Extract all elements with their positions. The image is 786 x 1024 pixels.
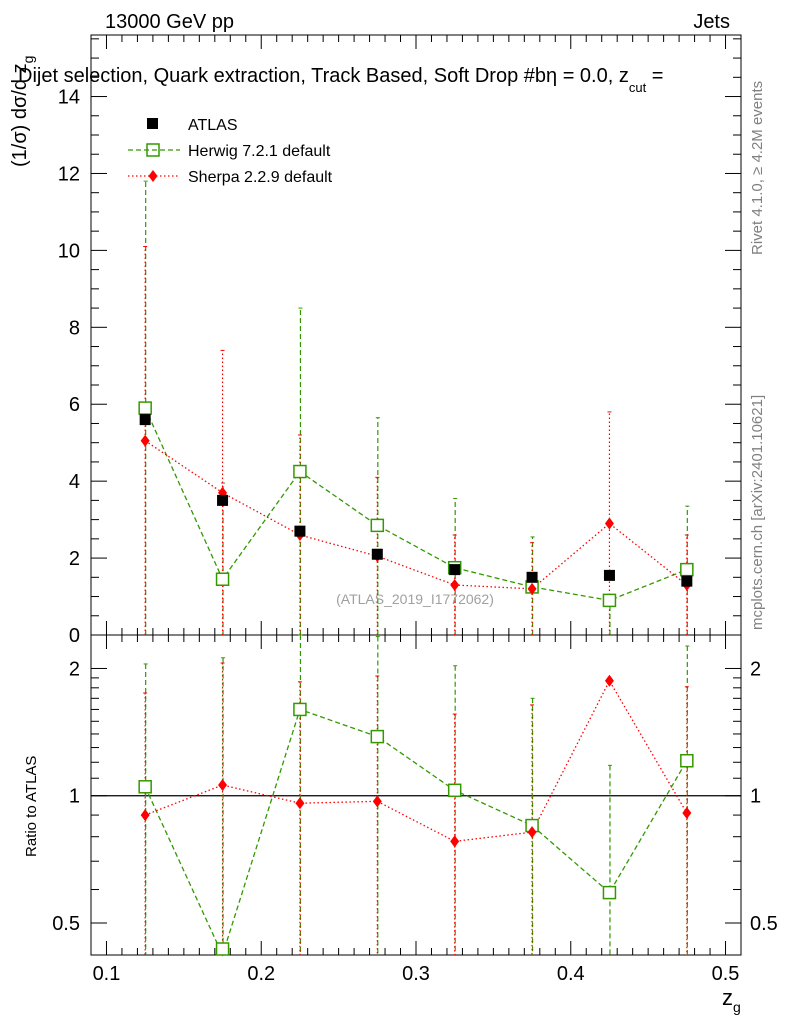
sherpa-ratio-point (295, 797, 305, 810)
ratio-y-tick-label: 1 (69, 786, 80, 808)
herwig-ratio-point (293, 702, 307, 717)
atlas-point (371, 548, 383, 560)
plot-title-sub: cut (629, 80, 647, 95)
x-tick-label: 0.4 (557, 963, 585, 985)
y-tick-label: 8 (69, 317, 80, 339)
y-tick-label: 10 (58, 240, 80, 262)
ratio-y-tick-label-right: 0.5 (750, 913, 778, 935)
sherpa-point (604, 517, 614, 530)
sherpa-ratio-point (140, 809, 150, 822)
ratio-frame (90, 634, 742, 956)
main-y-axis-title: (1/σ) dσ/d zg (9, 56, 36, 167)
sherpa-ratio-line (144, 679, 688, 843)
herwig-ratio-point (447, 783, 462, 798)
atlas-point (526, 571, 538, 583)
herwig-point (215, 572, 230, 586)
plot-title-end: = (646, 65, 663, 87)
energy-label: 13000 GeV pp (105, 11, 234, 33)
atlas-point (603, 569, 615, 581)
atlas-point (217, 494, 229, 506)
legend: ATLAS Herwig 7.2.1 default Sherpa 2.2.9 … (128, 117, 333, 186)
atlas-point (449, 564, 461, 576)
sherpa-ratio-point (604, 674, 614, 687)
herwig-point (680, 562, 694, 577)
sherpa-point (527, 582, 537, 595)
atlas-point (294, 525, 306, 537)
ratio-y-tick-label: 2 (69, 658, 80, 680)
x-tick-label: 0.3 (402, 963, 430, 985)
herwig-point (138, 401, 152, 415)
y-tick-label: 2 (69, 548, 80, 570)
sherpa-ratio-point (218, 779, 228, 792)
y-tick-label: 12 (58, 163, 80, 185)
category-label: Jets (693, 11, 730, 33)
herwig-point (293, 464, 307, 479)
herwig-ratio-line (144, 708, 688, 957)
mcplots-label: mcplots.cern.ch [arXiv:2401.10621] (749, 395, 766, 630)
sherpa-ratio-point (450, 835, 460, 848)
legend-sherpa-label: Sherpa 2.2.9 default (188, 169, 333, 186)
ratio-y-tick-label: 0.5 (52, 913, 80, 935)
ratio-y-tick-label-right: 1 (750, 786, 761, 808)
plot-title: Dijet selection, Quark extraction, Track… (18, 65, 663, 95)
legend-atlas-marker (147, 118, 158, 129)
atlas-point (681, 575, 693, 587)
sherpa-point (450, 579, 460, 591)
ratio-y-tick-label-right: 2 (750, 658, 761, 680)
x-axis-title: zg (722, 985, 741, 1015)
herwig-ratio-point (602, 885, 617, 900)
sherpa-ratio-point (682, 807, 692, 820)
analysis-watermark: (ATLAS_2019_I1772062) (336, 591, 494, 607)
legend-atlas-label: ATLAS (188, 117, 238, 134)
ratio-y-axis-title: Ratio to ATLAS (23, 756, 40, 857)
legend-herwig-marker (146, 143, 160, 157)
sherpa-line (144, 440, 688, 590)
legend-herwig-label: Herwig 7.2.1 default (188, 143, 331, 160)
y-tick-label: 0 (69, 625, 80, 647)
sherpa-ratio-point (372, 795, 382, 808)
y-tick-label: 4 (69, 471, 80, 493)
rivet-label: Rivet 4.1.0, ≥ 4.2M events (749, 81, 766, 255)
herwig-ratio-point (215, 942, 230, 956)
sherpa-ratio-point (527, 826, 537, 839)
herwig-ratio-point (138, 780, 152, 794)
herwig-line (144, 407, 688, 602)
legend-sherpa-marker (148, 170, 158, 182)
herwig-ratio-point (370, 729, 385, 744)
herwig-point (602, 593, 617, 608)
sherpa-point (140, 434, 150, 447)
atlas-point (139, 414, 151, 426)
x-tick-label: 0.1 (93, 963, 121, 985)
x-tick-label: 0.2 (247, 963, 275, 985)
x-tick-label: 0.5 (712, 963, 740, 985)
y-tick-label: 6 (69, 394, 80, 416)
herwig-point (370, 518, 385, 533)
herwig-ratio-point (680, 753, 694, 768)
y-tick-label: 14 (58, 87, 80, 109)
plot-title-main: Dijet selection, Quark extraction, Track… (18, 65, 629, 87)
